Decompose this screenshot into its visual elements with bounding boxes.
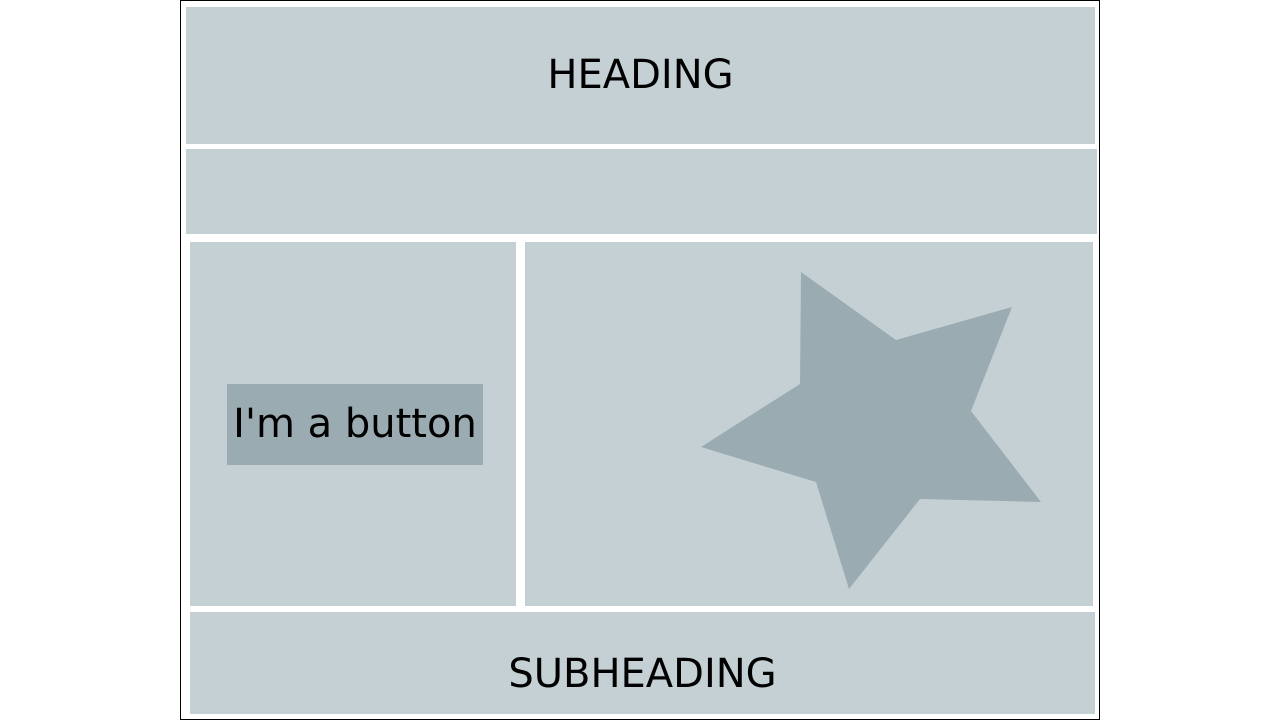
navigation-bar (186, 149, 1097, 234)
primary-button[interactable]: I'm a button (227, 384, 483, 465)
header-panel: HEADING (186, 7, 1095, 144)
footer-panel: SUBHEADING (190, 612, 1095, 714)
page-heading: HEADING (547, 52, 734, 98)
wireframe-container: HEADING I'm a button SUBHEADING (180, 0, 1100, 720)
page-subheading: SUBHEADING (508, 651, 777, 697)
star-shape (701, 272, 1041, 589)
right-content-panel (525, 242, 1093, 606)
star-icon (701, 272, 1041, 589)
